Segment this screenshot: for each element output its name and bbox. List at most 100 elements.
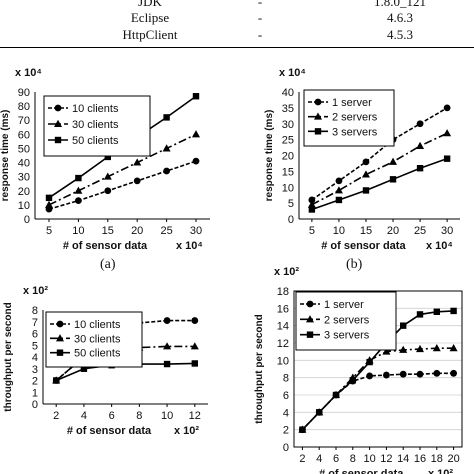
- panel-label-b: (b): [346, 257, 363, 272]
- data-point: [163, 317, 171, 324]
- data-point: [80, 365, 88, 372]
- y-tick-label: 2: [32, 376, 38, 388]
- data-point: [433, 369, 441, 377]
- y-tick-label: 5: [32, 340, 38, 352]
- y-tick-label: 14: [277, 321, 289, 333]
- y-tick-label: 6: [32, 329, 38, 341]
- data-point: [192, 130, 200, 138]
- y-tick-label: 50: [18, 143, 30, 155]
- series-line: [301, 372, 454, 431]
- x-axis-label: # of sensor data: [67, 425, 152, 437]
- data-point: [308, 206, 316, 213]
- data-point: [75, 174, 82, 182]
- data-point: [163, 114, 170, 121]
- y-tick-label: 12: [277, 338, 289, 350]
- y-tick-label: 7: [32, 317, 38, 329]
- data-point: [191, 360, 198, 367]
- legend-marker: [56, 349, 64, 356]
- data-point: [399, 345, 408, 353]
- table-cell: -: [257, 27, 263, 42]
- data-point: [450, 369, 457, 377]
- panel-label-a: (a): [100, 257, 116, 272]
- data-point: [104, 187, 112, 195]
- legend-marker: [314, 128, 322, 135]
- x-tick-label: 18: [431, 453, 443, 465]
- x-tick-label: 2: [299, 453, 305, 465]
- data-point: [399, 370, 407, 378]
- x-tick-label: 25: [414, 225, 426, 237]
- data-point: [400, 322, 407, 329]
- x-axis-unit: x 10²: [174, 425, 199, 437]
- y-tick-label: 20: [18, 186, 30, 198]
- legend-marker: [56, 334, 64, 342]
- data-point: [449, 344, 458, 352]
- data-point: [366, 372, 373, 380]
- table-cell: 1.8.0_121: [374, 0, 426, 9]
- y-tick-label: 90: [18, 87, 30, 99]
- x-tick-label: 14: [397, 453, 409, 465]
- y-tick-label: 0: [288, 214, 294, 226]
- x-tick-label: 8: [136, 410, 142, 422]
- x-tick-label: 16: [414, 453, 426, 465]
- x-tick-label: 25: [160, 225, 172, 237]
- y-tick-label: 0: [24, 214, 30, 226]
- data-point: [389, 176, 397, 183]
- table-cell: 4.5.3: [387, 27, 413, 42]
- x-tick-label: 2: [53, 410, 59, 422]
- legend-marker: [306, 300, 314, 308]
- axis-scale-label: x 10²: [274, 266, 299, 278]
- y-tick-label: 40: [282, 87, 294, 99]
- x-tick-label: 20: [387, 225, 399, 237]
- data-point: [382, 347, 391, 355]
- data-point: [74, 186, 83, 194]
- data-point: [332, 391, 340, 399]
- data-point: [432, 344, 441, 352]
- y-axis-label: throughput per second: [254, 314, 265, 423]
- legend-marker: [54, 104, 62, 112]
- data-point: [334, 186, 343, 194]
- table-bottom-rule: [0, 47, 474, 48]
- data-point: [308, 196, 316, 204]
- series-line: [311, 107, 448, 201]
- data-point: [192, 93, 200, 100]
- x-axis-unit: x 10⁴: [176, 240, 203, 252]
- legend-marker: [314, 98, 322, 106]
- data-point: [192, 157, 200, 165]
- series-line: [311, 157, 448, 211]
- legend-label: 1 server: [332, 97, 372, 109]
- x-tick-label: 30: [190, 225, 202, 237]
- y-tick-label: 8: [283, 373, 289, 385]
- chart-2: 0 5 10 15 20 25 30 35 40 5 10 15 20 25 30 x 10⁴ response…: [264, 67, 460, 252]
- x-axis-label: # of sensor data: [319, 468, 404, 474]
- y-tick-label: 2: [283, 425, 289, 437]
- y-tick-label: 30: [18, 172, 30, 184]
- legend-label: 3 servers: [332, 126, 378, 138]
- y-tick-label: 1: [32, 387, 38, 399]
- x-tick-label: 4: [316, 453, 322, 465]
- data-point: [362, 158, 370, 166]
- y-tick-label: 18: [277, 286, 289, 298]
- data-point: [416, 165, 424, 172]
- y-tick-label: 35: [282, 103, 294, 115]
- table-cell: -: [257, 0, 263, 9]
- y-axis-label: response time (ms): [0, 110, 11, 202]
- table-cell: 4.6.3: [387, 10, 413, 25]
- data-point: [416, 311, 424, 318]
- y-tick-label: 10: [277, 355, 289, 367]
- legend-label: 30 clients: [72, 119, 119, 131]
- y-tick-label: 40: [18, 158, 30, 170]
- x-tick-label: 4: [81, 410, 87, 422]
- legend-label: 2 servers: [324, 314, 370, 326]
- legend-label: 50 clients: [72, 135, 119, 147]
- version-table: JDK - 1.8.0_121 Eclipse - 4.6.3 HttpClie…: [0, 0, 474, 50]
- series-line: [48, 133, 197, 206]
- data-point: [443, 155, 451, 162]
- table-row: HttpClient - 4.5.3: [0, 27, 474, 43]
- x-tick-label: 5: [46, 225, 52, 237]
- y-tick-label: 3: [32, 364, 38, 376]
- data-point: [366, 358, 373, 366]
- data-point: [191, 317, 199, 324]
- x-axis-label: # of sensor data: [63, 240, 148, 252]
